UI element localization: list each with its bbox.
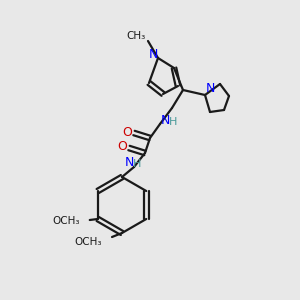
Text: N: N	[148, 47, 158, 61]
Text: H: H	[133, 159, 141, 169]
Text: OCH₃: OCH₃	[74, 237, 102, 247]
Text: N: N	[160, 113, 170, 127]
Text: N: N	[205, 82, 215, 95]
Text: CH₃: CH₃	[126, 31, 146, 41]
Text: O: O	[122, 125, 132, 139]
Text: N: N	[124, 155, 134, 169]
Text: H: H	[169, 117, 177, 127]
Text: OCH₃: OCH₃	[52, 216, 80, 226]
Text: O: O	[117, 140, 127, 154]
